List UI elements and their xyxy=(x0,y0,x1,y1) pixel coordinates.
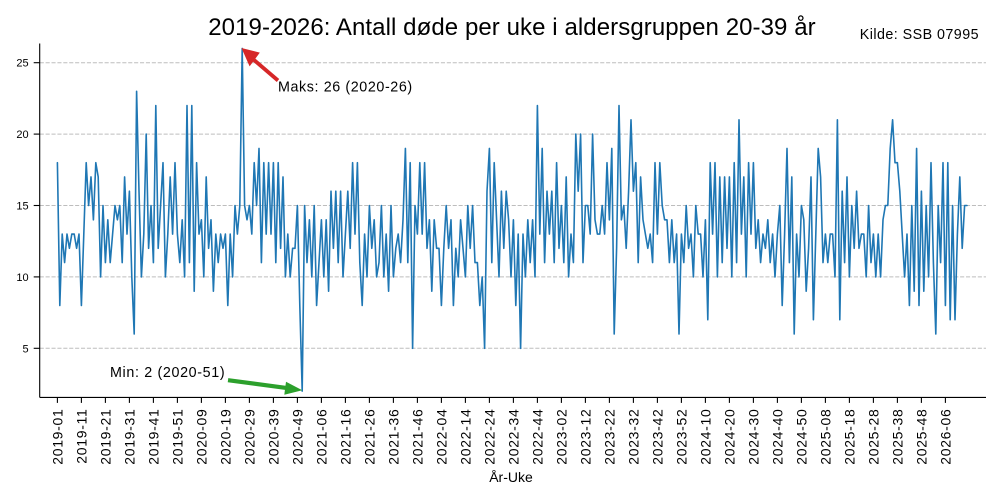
svg-text:2020-49: 2020-49 xyxy=(289,409,305,465)
svg-text:2024-40: 2024-40 xyxy=(769,409,785,465)
svg-text:15: 15 xyxy=(16,201,28,213)
svg-text:2024-50: 2024-50 xyxy=(793,409,809,465)
svg-text:25: 25 xyxy=(16,58,28,70)
svg-text:2026-06: 2026-06 xyxy=(937,409,953,465)
svg-text:20: 20 xyxy=(16,129,28,141)
svg-text:2023-12: 2023-12 xyxy=(577,409,593,465)
svg-text:2022-04: 2022-04 xyxy=(433,409,449,465)
svg-text:2019-41: 2019-41 xyxy=(145,409,161,465)
svg-text:2025-08: 2025-08 xyxy=(817,409,833,465)
svg-text:2020-09: 2020-09 xyxy=(193,409,209,465)
svg-text:2022-34: 2022-34 xyxy=(505,409,521,465)
svg-text:2025-18: 2025-18 xyxy=(841,409,857,465)
svg-text:2019-2026: Antall døde per uke: 2019-2026: Antall døde per uke i aldersg… xyxy=(208,14,815,41)
svg-text:Min: 2 (2020-51): Min: 2 (2020-51) xyxy=(110,365,225,381)
svg-text:2019-11: 2019-11 xyxy=(73,409,89,464)
svg-text:2020-29: 2020-29 xyxy=(241,409,257,465)
svg-text:2019-01: 2019-01 xyxy=(49,409,65,465)
svg-text:2023-02: 2023-02 xyxy=(553,409,569,465)
svg-text:Kilde: SSB 07995: Kilde: SSB 07995 xyxy=(860,27,979,43)
svg-text:2024-20: 2024-20 xyxy=(721,409,737,465)
svg-text:2019-51: 2019-51 xyxy=(169,409,185,465)
svg-text:2022-24: 2022-24 xyxy=(481,409,497,465)
svg-text:2024-30: 2024-30 xyxy=(745,409,761,465)
svg-text:2024-10: 2024-10 xyxy=(697,409,713,465)
svg-text:2021-06: 2021-06 xyxy=(313,409,329,465)
svg-text:2021-26: 2021-26 xyxy=(361,409,377,465)
svg-text:10: 10 xyxy=(16,272,28,284)
svg-text:2019-31: 2019-31 xyxy=(121,409,137,465)
svg-text:2021-16: 2021-16 xyxy=(337,409,353,465)
svg-text:2023-42: 2023-42 xyxy=(649,409,665,465)
svg-text:Maks: 26 (2020-26): Maks: 26 (2020-26) xyxy=(278,80,413,96)
svg-text:2023-32: 2023-32 xyxy=(625,409,641,465)
svg-text:År-Uke: År-Uke xyxy=(489,469,533,485)
svg-text:2023-52: 2023-52 xyxy=(673,409,689,465)
svg-text:2020-39: 2020-39 xyxy=(265,409,281,465)
svg-text:2022-14: 2022-14 xyxy=(457,409,473,465)
svg-text:2023-22: 2023-22 xyxy=(601,409,617,465)
svg-text:2025-48: 2025-48 xyxy=(913,409,929,465)
svg-text:5: 5 xyxy=(22,343,28,355)
svg-text:2025-38: 2025-38 xyxy=(889,409,905,465)
svg-text:2020-19: 2020-19 xyxy=(217,409,233,465)
svg-text:2025-28: 2025-28 xyxy=(865,409,881,465)
svg-text:2019-21: 2019-21 xyxy=(97,409,113,465)
svg-text:2021-46: 2021-46 xyxy=(409,409,425,465)
svg-text:2021-36: 2021-36 xyxy=(385,409,401,465)
svg-text:2022-44: 2022-44 xyxy=(529,409,545,465)
